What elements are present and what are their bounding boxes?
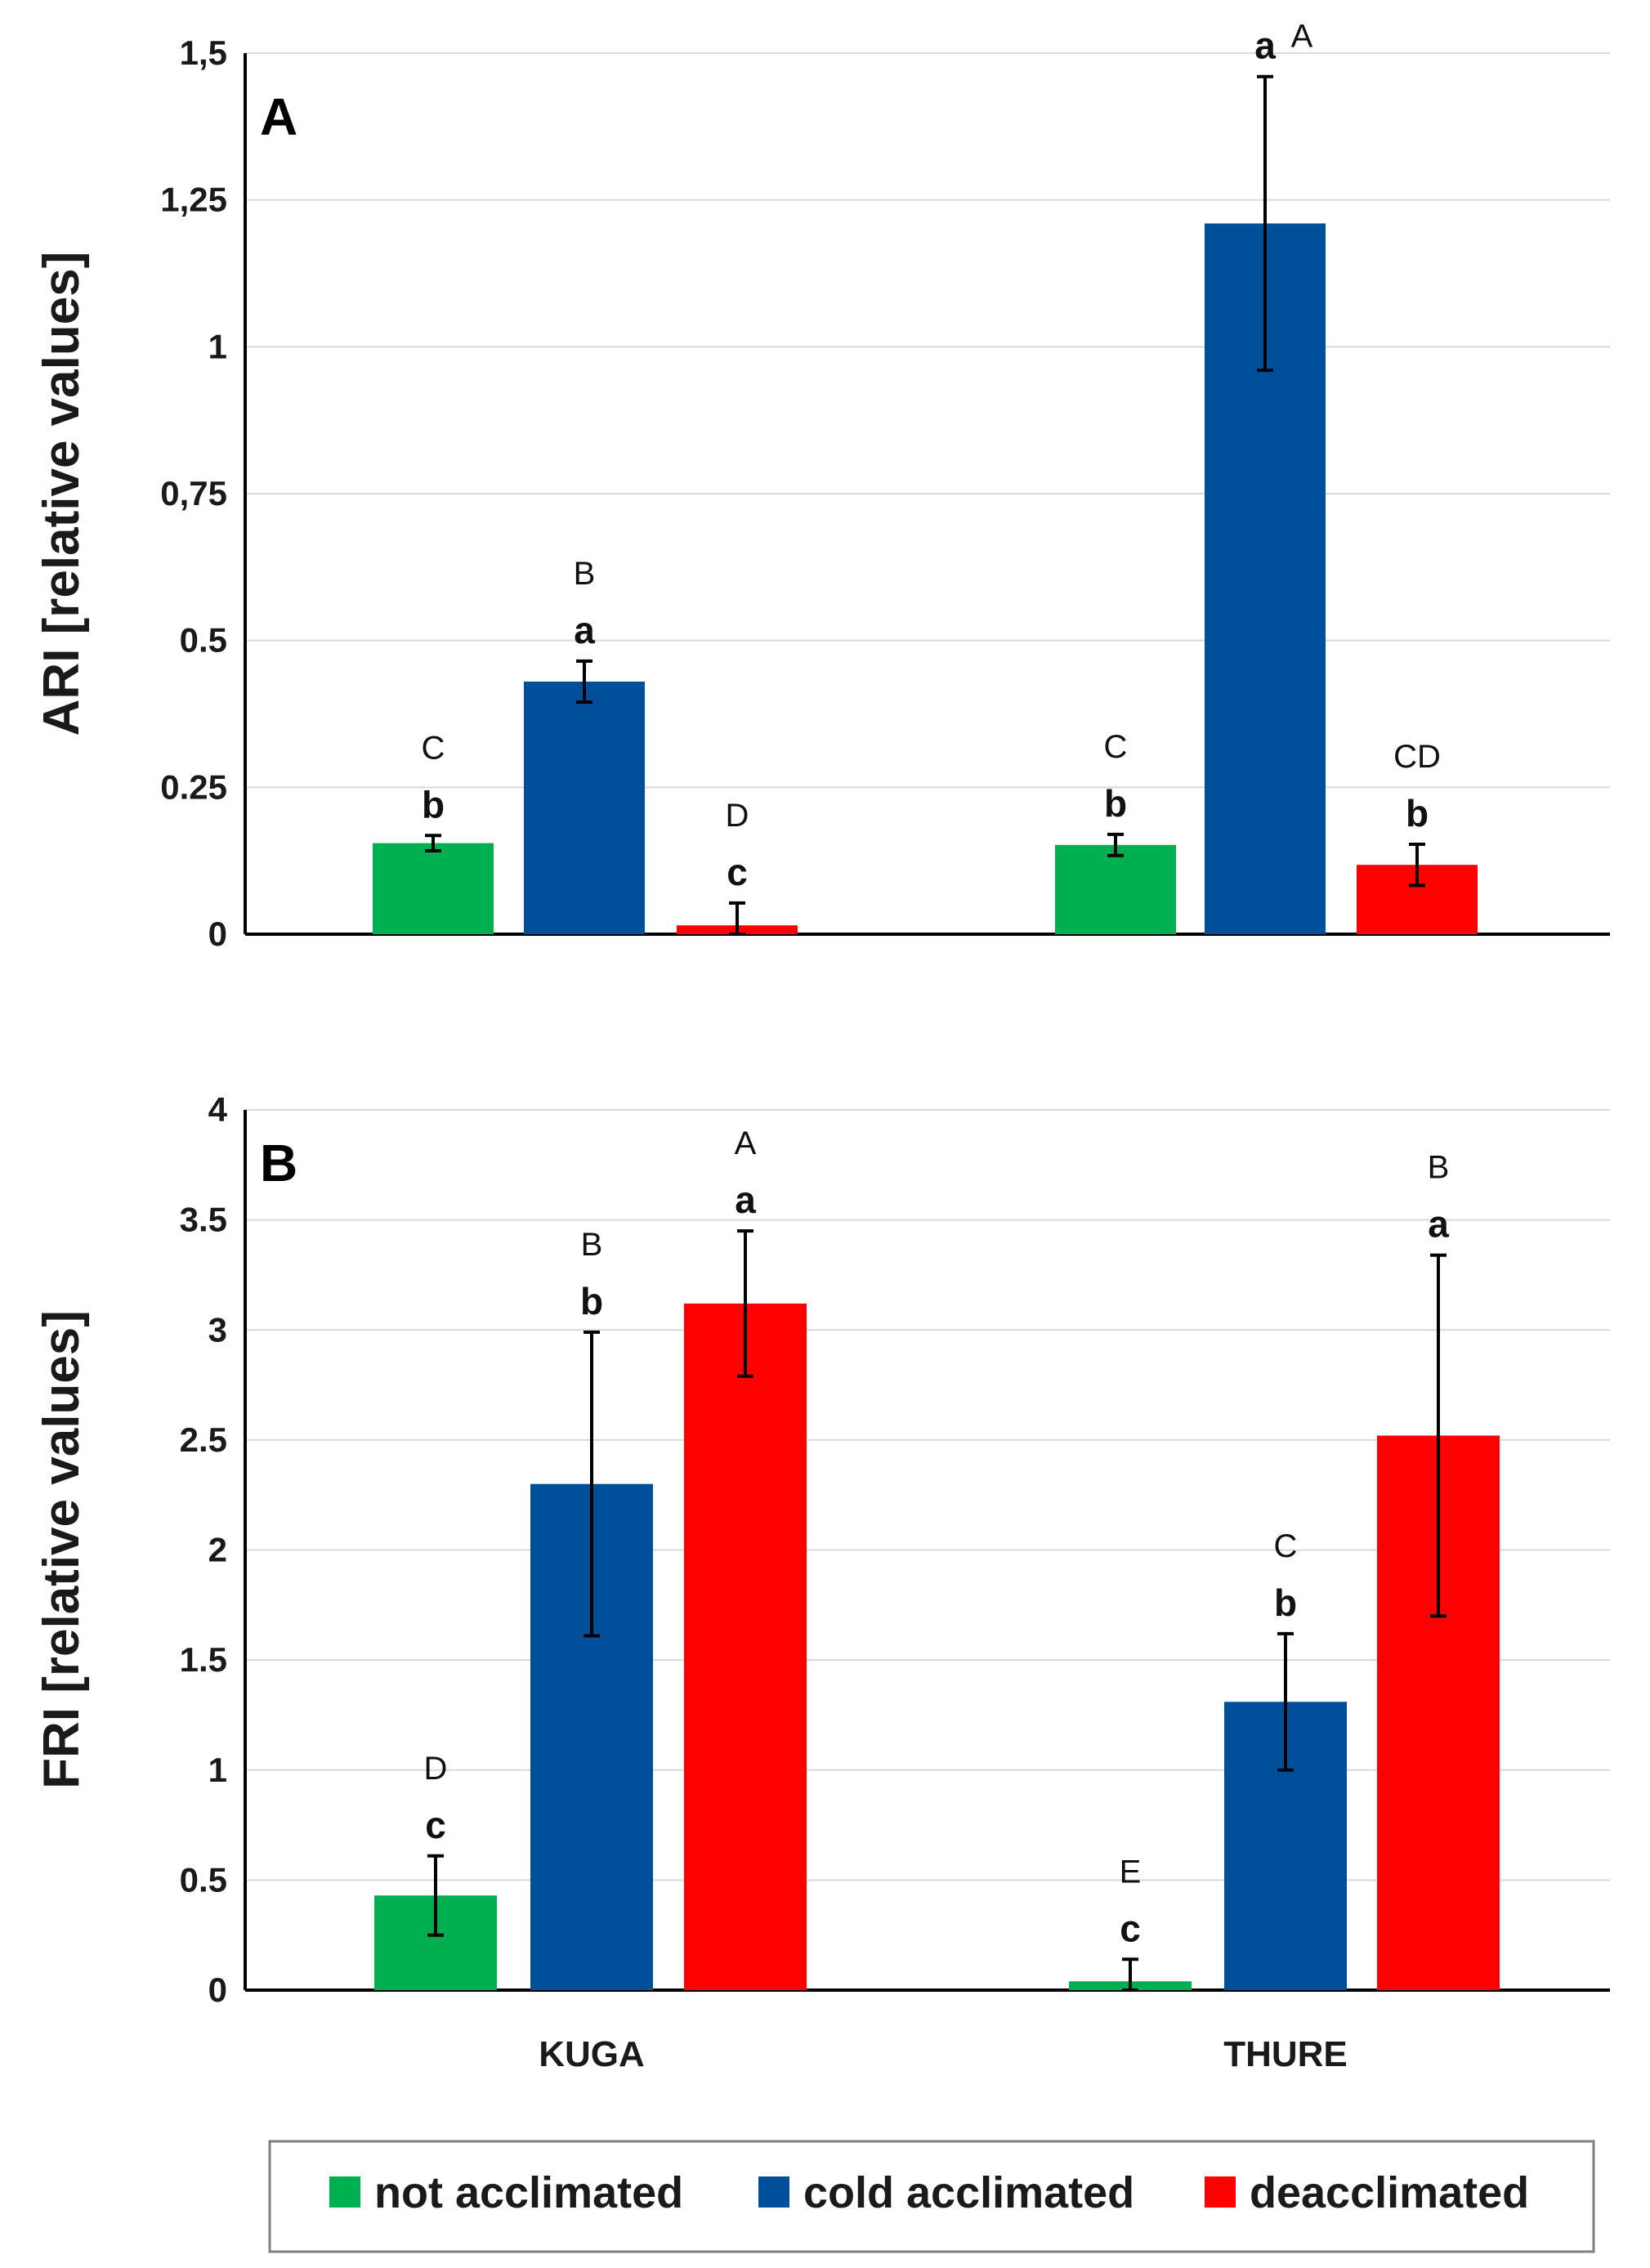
y-tick-label: 1,25 bbox=[160, 181, 227, 219]
y-tick-label: 2 bbox=[208, 1531, 227, 1569]
y-tick-label: 0,75 bbox=[160, 474, 227, 512]
significance-lower-label: b bbox=[1406, 792, 1429, 834]
significance-lower-label: b bbox=[422, 783, 445, 825]
y-tick-label: 0.5 bbox=[180, 1860, 227, 1899]
legend-frame bbox=[268, 2140, 1595, 2253]
panel-label: A bbox=[260, 87, 297, 146]
y-tick-label: 3.5 bbox=[180, 1201, 227, 1239]
significance-lower-label: c bbox=[1120, 1907, 1141, 1949]
significance-lower-label: a bbox=[574, 609, 595, 651]
legend-swatch-deacclimated bbox=[1205, 2176, 1236, 2208]
legend-swatch-not-acclimated bbox=[329, 2176, 360, 2208]
significance-upper-label: B bbox=[574, 556, 596, 592]
significance-lower-label: b bbox=[580, 1280, 603, 1322]
significance-upper-label: D bbox=[726, 798, 749, 834]
y-tick-label: 0 bbox=[208, 1971, 227, 2009]
significance-lower-label: a bbox=[1254, 25, 1276, 67]
panel-b-chart: 0 0.5 1 1.5 2 2.5 3 3.5 4 FRI [relative values] Bc… bbox=[34, 1090, 1610, 2009]
y-tick-label: 1 bbox=[208, 327, 227, 365]
significance-upper-label: C bbox=[1274, 1528, 1298, 1564]
bar-deacclimated-kuga bbox=[684, 1303, 807, 1990]
significance-lower-label: b bbox=[1104, 782, 1127, 825]
bar-not-acclimated-kuga bbox=[373, 843, 494, 934]
legend-swatch-cold-acclimated bbox=[758, 2176, 789, 2208]
y-tick-label: 0.5 bbox=[180, 621, 227, 660]
y-tick-label: 3 bbox=[208, 1310, 227, 1349]
panel-label: B bbox=[260, 1134, 297, 1192]
y-tick-label: 2.5 bbox=[180, 1420, 227, 1459]
x-category-label: THURE bbox=[1223, 2034, 1348, 2074]
significance-lower-label: c bbox=[727, 851, 748, 893]
panel-a-chart: 0 0.25 0.5 0,75 1 1,25 1,5 ARI [relative values… bbox=[34, 19, 1610, 953]
significance-upper-label: A bbox=[1291, 19, 1313, 55]
legend: not acclimated cold acclimated deacclima… bbox=[268, 2140, 1595, 2253]
y-tick-label: 1.5 bbox=[180, 1640, 227, 1679]
y-tick-label: 4 bbox=[208, 1090, 228, 1129]
significance-upper-label: C bbox=[1104, 729, 1128, 765]
significance-upper-label: B bbox=[581, 1227, 603, 1263]
legend-label-cold-acclimated: cold acclimated bbox=[803, 2168, 1134, 2217]
legend-label-not-acclimated: not acclimated bbox=[374, 2168, 683, 2217]
significance-lower-label: c bbox=[425, 1804, 446, 1846]
significance-lower-label: a bbox=[735, 1179, 756, 1221]
y-axis-label: ARI [relative values] bbox=[34, 252, 90, 736]
y-tick-label: 0.25 bbox=[160, 767, 227, 806]
y-tick-label: 1,5 bbox=[180, 34, 227, 72]
y-tick-label: 1 bbox=[208, 1751, 227, 1789]
significance-upper-label: B bbox=[1428, 1150, 1450, 1186]
significance-lower-label: b bbox=[1274, 1581, 1297, 1624]
bar-not-acclimated-thure bbox=[1055, 844, 1176, 934]
significance-upper-label: A bbox=[735, 1125, 757, 1161]
significance-upper-label: D bbox=[424, 1751, 448, 1787]
significance-upper-label: E bbox=[1120, 1854, 1142, 1890]
y-axis-label: FRI [relative values] bbox=[34, 1310, 90, 1789]
x-category-label: KUGA bbox=[539, 2034, 645, 2074]
y-tick-label: 0 bbox=[208, 915, 227, 953]
significance-upper-label: CD bbox=[1393, 739, 1441, 775]
legend-label-deacclimated: deacclimated bbox=[1250, 2168, 1529, 2217]
bar-cold-acclimated-kuga bbox=[524, 681, 645, 934]
category-labels: KUGA THURE bbox=[539, 2034, 1348, 2074]
significance-lower-label: a bbox=[1428, 1203, 1449, 1246]
significance-upper-label: C bbox=[422, 730, 445, 766]
